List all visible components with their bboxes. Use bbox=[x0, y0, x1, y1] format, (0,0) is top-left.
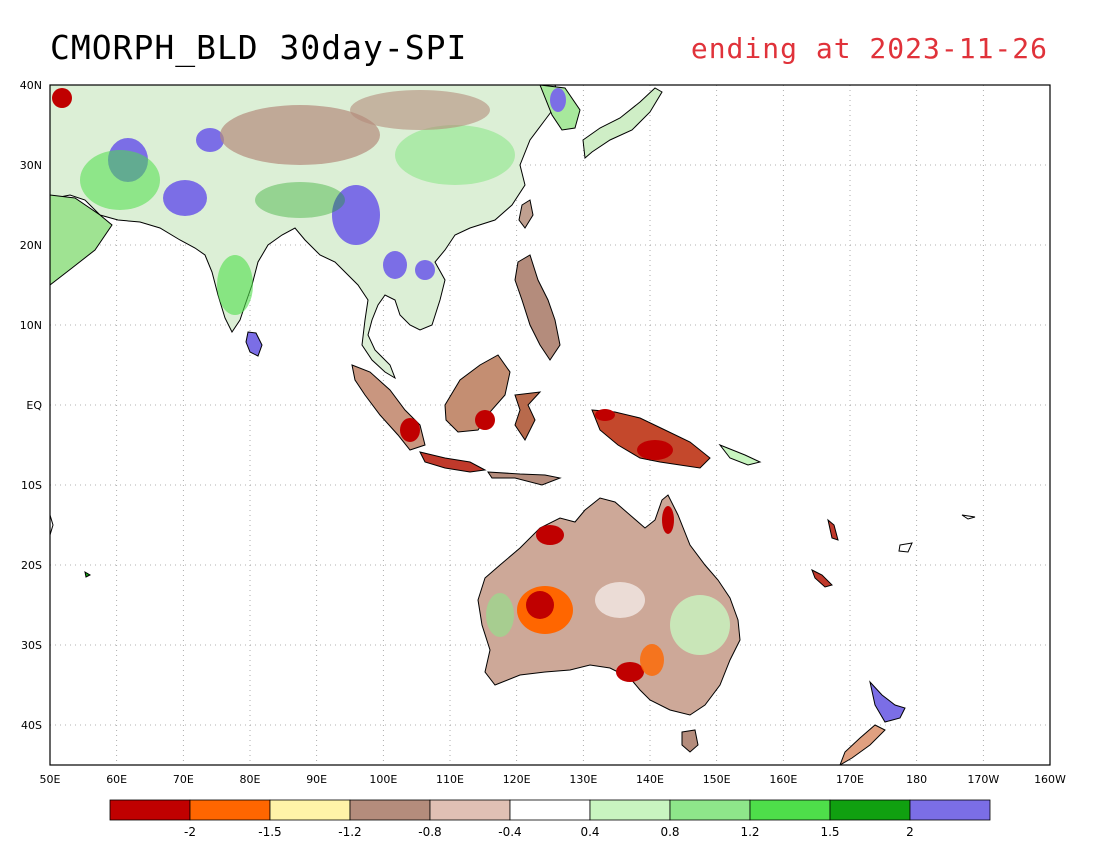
spi-anomaly-patches bbox=[52, 88, 730, 682]
lat-tick-label: 30S bbox=[21, 639, 42, 652]
vanuatu bbox=[827, 518, 839, 541]
dry-patch bbox=[640, 644, 664, 676]
wet-patch bbox=[217, 255, 253, 315]
solomon-islands bbox=[718, 443, 762, 466]
lat-tick-label: 40N bbox=[20, 79, 42, 92]
japan bbox=[582, 87, 663, 159]
lon-tick-label: 180 bbox=[906, 773, 927, 786]
lon-tick-label: 170E bbox=[836, 773, 864, 786]
arabia bbox=[50, 194, 113, 286]
lat-tick-label: 30N bbox=[20, 159, 42, 172]
wet-patch bbox=[332, 185, 380, 245]
wet-patch bbox=[255, 182, 345, 218]
wet-patch bbox=[383, 251, 407, 279]
sulawesi bbox=[514, 391, 542, 441]
lat-tick-label: 20S bbox=[21, 559, 42, 572]
wet-patch bbox=[415, 260, 435, 280]
lon-tick-label: 120E bbox=[503, 773, 531, 786]
longitude-tick-labels: 50E 60E 70E 80E 90E 100E 110E 120E 130E 140E 150E 1… bbox=[40, 773, 1067, 786]
fiji bbox=[898, 542, 913, 553]
lon-tick-label: 90E bbox=[306, 773, 327, 786]
new-zealand-south bbox=[839, 724, 886, 765]
lat-tick-label: 40S bbox=[21, 719, 42, 732]
colorbar-swatch bbox=[749, 799, 831, 821]
sri-lanka bbox=[245, 331, 263, 357]
dry-patch bbox=[220, 105, 380, 165]
wet-patch bbox=[395, 125, 515, 185]
colorbar-swatch bbox=[589, 799, 671, 821]
lon-tick-label: 130E bbox=[569, 773, 597, 786]
colorbar-label: -2 bbox=[184, 825, 196, 839]
colorbar-swatch bbox=[269, 799, 351, 821]
lat-tick-label: EQ bbox=[26, 399, 42, 412]
dry-patch bbox=[52, 88, 72, 108]
colorbar-label: 2 bbox=[906, 825, 914, 839]
wet-patch bbox=[550, 88, 566, 112]
colorbar-swatch bbox=[349, 799, 431, 821]
tasmania bbox=[681, 729, 699, 753]
latitude-tick-labels: 40N 30N 20N 10N EQ 10S 20S 30S 40S bbox=[20, 79, 43, 732]
wet-patch bbox=[486, 593, 514, 637]
samoa bbox=[961, 514, 976, 520]
colorbar-swatch bbox=[909, 799, 991, 821]
lon-tick-label: 150E bbox=[703, 773, 731, 786]
madagascar-edge bbox=[50, 514, 54, 536]
colorbar-swatch bbox=[509, 799, 591, 821]
lat-tick-label: 10S bbox=[21, 479, 42, 492]
lon-tick-label: 70E bbox=[173, 773, 194, 786]
borneo bbox=[444, 354, 511, 433]
lat-tick-label: 10N bbox=[20, 319, 42, 332]
ending-date-label: ending at 2023-11-26 bbox=[690, 32, 1048, 65]
colorbar-label: -1.5 bbox=[258, 825, 281, 839]
plot-frame bbox=[49, 84, 1051, 766]
lesser-sunda bbox=[487, 471, 562, 486]
new-zealand-north bbox=[869, 680, 906, 723]
philippines bbox=[514, 254, 561, 361]
wet-patch bbox=[670, 595, 730, 655]
colorbar-swatch bbox=[109, 799, 191, 821]
dry-patch bbox=[616, 662, 644, 682]
colorbar-label: -0.4 bbox=[498, 825, 521, 839]
dry-patch bbox=[637, 440, 673, 460]
dry-patch bbox=[526, 591, 554, 619]
taiwan bbox=[518, 199, 534, 229]
lon-tick-label: 170W bbox=[967, 773, 999, 786]
colorbar-swatch bbox=[669, 799, 751, 821]
colorbar-label: -0.8 bbox=[418, 825, 441, 839]
lon-tick-label: 100E bbox=[369, 773, 397, 786]
dry-patch bbox=[595, 409, 615, 421]
colorbar: -2 -1.5 -1.2 -0.8 -0.4 0.4 0.8 1.2 1.5 2 bbox=[109, 799, 991, 839]
mauritius bbox=[84, 570, 92, 578]
lon-tick-label: 60E bbox=[106, 773, 127, 786]
colorbar-label: -1.2 bbox=[338, 825, 361, 839]
lon-tick-label: 110E bbox=[436, 773, 464, 786]
colorbar-label: 1.5 bbox=[820, 825, 839, 839]
new-guinea bbox=[591, 409, 711, 469]
chart-title: CMORPH_BLD 30day-SPI bbox=[50, 28, 468, 67]
wet-patch bbox=[80, 150, 160, 210]
colorbar-swatch bbox=[189, 799, 271, 821]
colorbar-swatch bbox=[829, 799, 911, 821]
lat-tick-label: 20N bbox=[20, 239, 42, 252]
dry-patch bbox=[350, 90, 490, 130]
wet-patch bbox=[595, 582, 645, 618]
dry-patch bbox=[475, 410, 495, 430]
lon-tick-label: 50E bbox=[40, 773, 61, 786]
colorbar-label: 0.4 bbox=[580, 825, 599, 839]
dry-patch bbox=[400, 418, 420, 442]
lon-tick-label: 80E bbox=[240, 773, 261, 786]
lon-tick-label: 160W bbox=[1034, 773, 1066, 786]
dry-patch bbox=[662, 506, 674, 534]
colorbar-swatch bbox=[429, 799, 511, 821]
lon-tick-label: 160E bbox=[769, 773, 797, 786]
colorbar-label: 0.8 bbox=[660, 825, 679, 839]
dry-patch bbox=[536, 525, 564, 545]
colorbar-label: 1.2 bbox=[740, 825, 759, 839]
wet-patch bbox=[163, 180, 207, 216]
lon-tick-label: 140E bbox=[636, 773, 664, 786]
wet-patch bbox=[196, 128, 224, 152]
java bbox=[419, 451, 487, 473]
new-caledonia bbox=[811, 568, 833, 588]
